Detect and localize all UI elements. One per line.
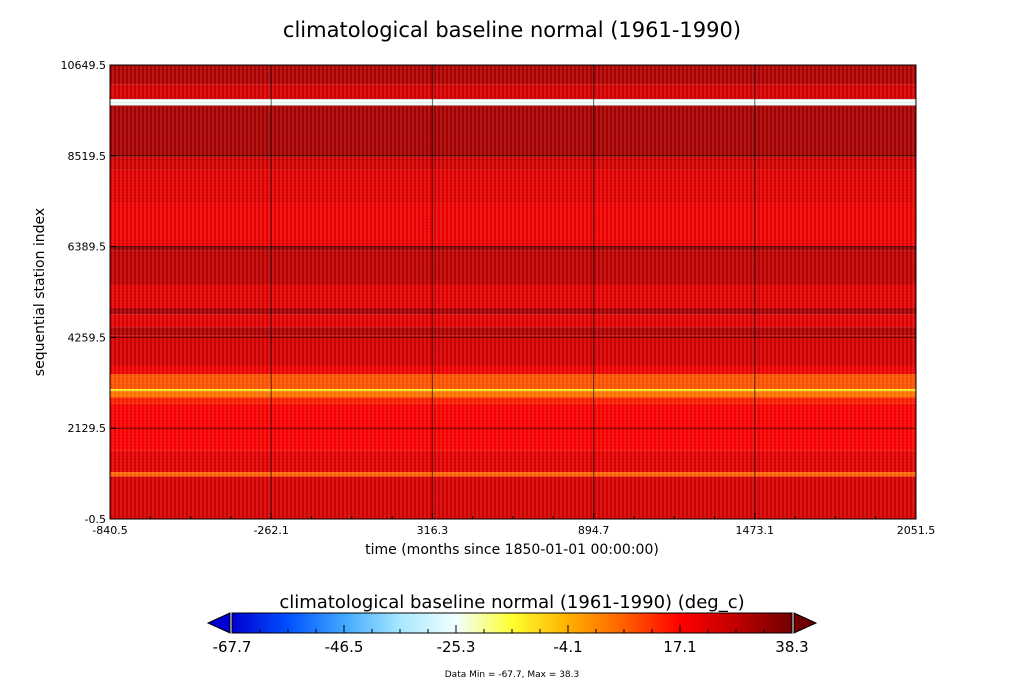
heatmap-texture bbox=[110, 65, 916, 519]
x-axis: -840.5 -262.1 316.3 894.7 1473.1 2051.5 bbox=[92, 513, 935, 537]
y-tick-label: 4259.5 bbox=[68, 331, 107, 344]
colorbar-extend-high bbox=[793, 612, 818, 634]
y-tick-label: -0.5 bbox=[85, 513, 106, 526]
x-tick-label: 1473.1 bbox=[736, 524, 775, 537]
colorbar-tick-label: -67.7 bbox=[213, 638, 252, 656]
x-tick-label: -262.1 bbox=[253, 524, 288, 537]
y-tick-label: 8519.5 bbox=[68, 150, 107, 163]
x-tick-label: 316.3 bbox=[417, 524, 449, 537]
chart-title: climatological baseline normal (1961-199… bbox=[283, 18, 741, 42]
colorbar-tick-label: -25.3 bbox=[437, 638, 476, 656]
y-axis: -0.5 2129.5 4259.5 6389.5 8519.5 10649.5 bbox=[61, 59, 116, 526]
data-min-max: Data Min = -67.7, Max = 38.3 bbox=[445, 670, 580, 680]
colorbar-tick-label: 38.3 bbox=[775, 638, 808, 656]
colorbar-tick-label: -46.5 bbox=[325, 638, 364, 656]
x-tick-label: 2051.5 bbox=[897, 524, 936, 537]
colorbar-tick-label: -4.1 bbox=[553, 638, 582, 656]
y-tick-label: 10649.5 bbox=[61, 59, 107, 72]
colorbar-title: climatological baseline normal (1961-199… bbox=[279, 592, 744, 613]
plot-area bbox=[109, 64, 917, 520]
colorbar: -67.7 -46.5 -25.3 -4.1 17.1 38.3 bbox=[206, 612, 818, 656]
colorbar-extend-low bbox=[206, 612, 231, 634]
y-tick-label: 2129.5 bbox=[68, 422, 107, 435]
x-axis-label: time (months since 1850-01-01 00:00:00) bbox=[365, 542, 659, 558]
x-tick-label: 894.7 bbox=[578, 524, 610, 537]
grid-lines bbox=[110, 65, 916, 519]
x-tick-label: -840.5 bbox=[92, 524, 127, 537]
colorbar-tick-label: 17.1 bbox=[663, 638, 696, 656]
y-axis-label: sequential station index bbox=[32, 208, 48, 376]
y-tick-label: 6389.5 bbox=[68, 241, 107, 254]
